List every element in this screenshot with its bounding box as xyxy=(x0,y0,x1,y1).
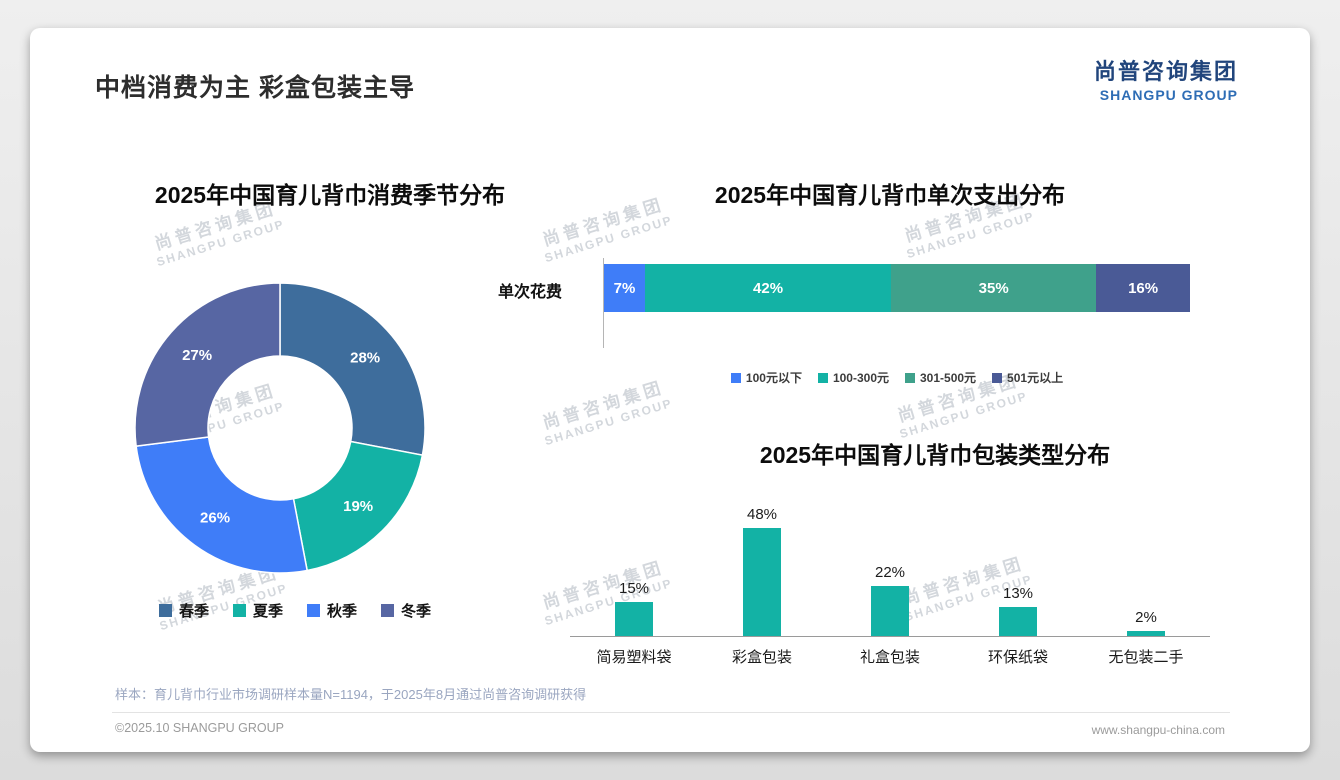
donut-chart-title: 2025年中国育儿背巾消费季节分布 xyxy=(154,182,506,208)
footer-copyright: ©2025.10 SHANGPU GROUP xyxy=(115,721,284,735)
bar-value-label: 15% xyxy=(618,580,650,597)
donut-segment-label: 26% xyxy=(200,509,230,526)
bar-简易塑料袋 xyxy=(615,602,653,636)
bar-value-label: 13% xyxy=(1002,585,1034,602)
legend-swatch xyxy=(307,604,320,617)
stacked-segment-301-500元: 35% xyxy=(891,264,1097,312)
logo: 尚普咨询集团 SHANGPU GROUP xyxy=(1094,54,1238,103)
bar-category-label: 礼盒包装 xyxy=(859,649,920,666)
donut-legend: 春季 夏季 秋季 冬季 xyxy=(75,600,515,621)
legend-item: 501元以上 xyxy=(992,369,1063,386)
donut-segment-秋季 xyxy=(135,436,309,574)
slide-card: 尚普咨询集团 SHANGPU GROUP 尚普咨询集团 SHANGPU GROUP 尚普… xyxy=(30,28,1310,752)
legend-swatch xyxy=(730,372,741,383)
legend-swatch xyxy=(817,372,828,383)
bar-chart-title: 2025年中国育儿背巾包装类型分布 xyxy=(759,442,1111,468)
bar-彩盒包装 xyxy=(743,528,781,636)
legend-item: 100元以下 xyxy=(730,369,802,386)
bar-category-label: 无包装二手 xyxy=(1108,649,1184,666)
legend-label: 夏季 xyxy=(252,603,283,620)
legend-item: 100-300元 xyxy=(817,369,889,386)
stacked-bar: 7% 42% 35% 16% xyxy=(604,264,1190,312)
stacked-legend: 100元以下 100-300元 301-500元 501元以上 xyxy=(604,369,1190,386)
legend-swatch xyxy=(381,604,395,617)
donut-segment-夏季 xyxy=(292,440,424,572)
bar-无包装二手 xyxy=(1127,631,1165,636)
bar-slot: 22% xyxy=(826,564,954,636)
content-layer: 中档消费为主 彩盒包装主导 尚普咨询集团 SHANGPU GROUP 2025年… xyxy=(30,28,1310,752)
bar-category-label: 环保纸袋 xyxy=(987,649,1048,666)
legend-label: 501元以上 xyxy=(1007,371,1064,385)
footer-website: www.shangpu-china.com xyxy=(1091,723,1225,737)
donut-segment-label: 28% xyxy=(350,350,380,367)
stacked-segment-100-300元: 42% xyxy=(645,264,892,312)
stacked-segment-501元以上: 16% xyxy=(1096,264,1190,312)
stacked-segment-100元以下: 7% xyxy=(604,264,646,312)
legend-label: 冬季 xyxy=(401,603,432,620)
donut-segment-冬季 xyxy=(134,282,281,448)
bar-slot: 15% xyxy=(570,580,698,636)
footnote: 样本：育儿背巾行业市场调研样本量N=1194，于2025年8月通过尚普咨询调研获… xyxy=(115,687,587,702)
logo-text-cn: 尚普咨询集团 xyxy=(1093,59,1238,84)
stacked-chart-title: 2025年中国育儿背巾单次支出分布 xyxy=(714,182,1066,208)
legend-label: 301-500元 xyxy=(920,371,977,385)
bar-slot: 48% xyxy=(698,506,826,636)
donut-segment-label: 27% xyxy=(182,347,212,364)
bar-plot-area: 15% 48% 22% 13% 2% xyxy=(570,506,1210,637)
bar-环保纸袋 xyxy=(999,607,1037,636)
donut-segment-春季 xyxy=(279,282,426,457)
bar-礼盒包装 xyxy=(871,586,909,636)
logo-text-en: SHANGPU GROUP xyxy=(1099,87,1238,103)
bar-slot: 13% xyxy=(954,585,1082,636)
stacked-axis-line xyxy=(603,258,604,348)
legend-label: 春季 xyxy=(178,603,209,620)
legend-item: 301-500元 xyxy=(905,369,976,386)
stacked-row-label: 单次花费 xyxy=(498,284,563,301)
donut-chart: 28% 19% 26% 27% xyxy=(134,282,426,574)
donut-segment-label: 19% xyxy=(343,498,373,515)
legend-swatch xyxy=(905,372,915,383)
bar-value-label: 2% xyxy=(1135,609,1157,626)
bar-slot: 2% xyxy=(1082,609,1210,636)
legend-item: 秋季 xyxy=(307,600,357,621)
legend-swatch xyxy=(158,604,172,617)
legend-label: 秋季 xyxy=(327,603,358,620)
legend-swatch xyxy=(992,372,1003,383)
footer-divider xyxy=(112,712,1230,713)
legend-label: 100-300元 xyxy=(832,371,889,385)
bar-category-label: 彩盒包装 xyxy=(731,649,792,666)
legend-swatch xyxy=(232,604,246,617)
bar-category-axis: 简易塑料袋 彩盒包装 礼盒包装 环保纸袋 无包装二手 xyxy=(570,646,1210,667)
bar-category-label: 简易塑料袋 xyxy=(596,649,672,666)
legend-item: 春季 xyxy=(158,600,209,621)
legend-label: 100元以下 xyxy=(745,371,802,385)
bar-value-label: 22% xyxy=(874,564,906,581)
bar-value-label: 48% xyxy=(746,506,778,523)
page-title: 中档消费为主 彩盒包装主导 xyxy=(95,74,415,102)
bar-chart: 15% 48% 22% 13% 2% 简易塑料袋 彩盒包装 礼盒包装 环保纸袋 无包装二手 xyxy=(570,506,1210,667)
legend-item: 冬季 xyxy=(381,600,431,621)
legend-item: 夏季 xyxy=(232,600,283,621)
